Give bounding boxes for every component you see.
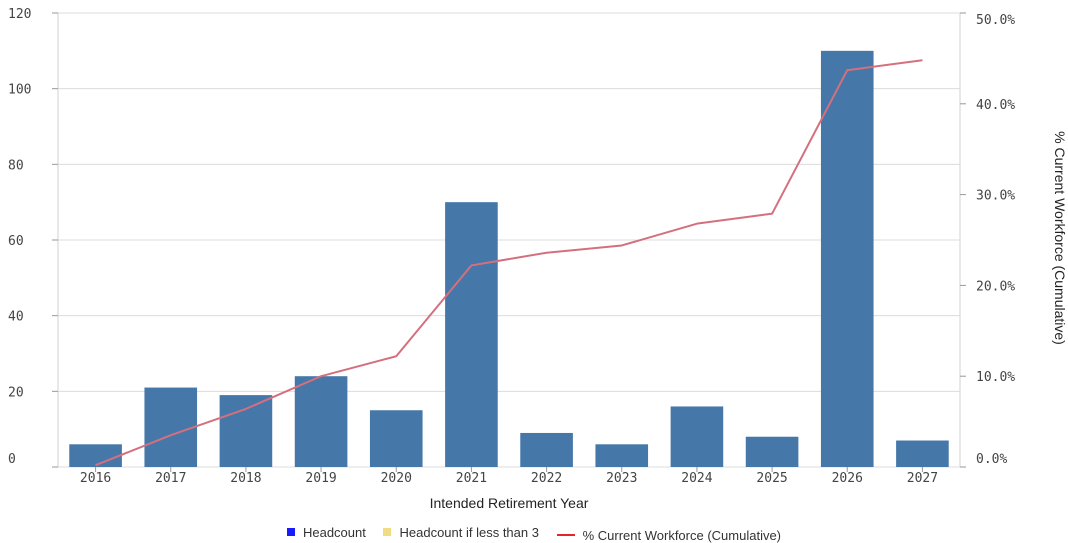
- legend-swatch-cumulative: [556, 534, 575, 536]
- bar-headcount: [445, 202, 498, 467]
- y-tick-label: 100: [8, 83, 31, 98]
- bar-headcount: [294, 376, 348, 467]
- y2-axis-title: % Current Workforce (Cumulative): [1052, 131, 1068, 345]
- y-tick-label: 0: [8, 452, 16, 467]
- legend-swatch-headcount-less-than-3: [383, 528, 392, 536]
- legend: Headcount Headcount if less than 3 % Cur…: [0, 524, 1068, 543]
- axes: 0 20 40 60 80 100 120 0.0% 10.0% 20.0% 30.0% 40.0% 5…: [8, 7, 1015, 486]
- y2-tick-label: 20.0%: [976, 279, 1015, 294]
- x-tick-label: 2017: [155, 471, 186, 486]
- x-tick-label: 2020: [381, 471, 412, 486]
- x-tick-label: 2018: [230, 471, 261, 486]
- x-tick-label: 2026: [832, 471, 863, 486]
- line-cumulative: [95, 59, 923, 467]
- bar-headcount: [896, 440, 949, 467]
- y-tick-label: 20: [8, 385, 24, 400]
- x-axis-title: Intended Retirement Year: [430, 495, 589, 511]
- y2-tick-label: 40.0%: [976, 98, 1015, 113]
- y-tick-label: 120: [8, 7, 31, 22]
- x-tick-label: 2019: [305, 471, 336, 486]
- y-tick-label: 60: [8, 234, 24, 249]
- y2-tick-label: 50.0%: [976, 13, 1015, 28]
- bar-headcount: [219, 395, 273, 467]
- legend-item-headcount-less-than-3[interactable]: Headcount if less than 3: [383, 524, 539, 540]
- legend-label: Headcount if less than 3: [399, 524, 539, 540]
- legend-label: Headcount: [302, 524, 366, 540]
- bar-headcount: [69, 444, 122, 467]
- legend-item-headcount[interactable]: Headcount: [286, 524, 366, 540]
- bar-headcount: [144, 387, 198, 467]
- x-tick-label: 2016: [80, 471, 111, 486]
- bar-headcount: [595, 444, 649, 467]
- y2-tick-label: 0.0%: [976, 452, 1007, 467]
- bar-headcount: [670, 406, 724, 467]
- x-tick-label: 2027: [907, 471, 938, 486]
- gridlines: [57, 12, 961, 468]
- legend-item-cumulative[interactable]: % Current Workforce (Cumulative): [556, 527, 782, 543]
- y2-tick-label: 30.0%: [976, 189, 1015, 204]
- y2-tick-label: 10.0%: [976, 370, 1015, 385]
- legend-swatch-headcount: [286, 528, 295, 536]
- y-tick-label: 80: [8, 158, 24, 173]
- legend-label: % Current Workforce (Cumulative): [582, 527, 782, 543]
- x-tick-label: 2023: [606, 471, 637, 486]
- bar-headcount: [520, 432, 573, 467]
- x-tick-label: 2025: [756, 471, 787, 486]
- bars-headcount: [69, 50, 949, 467]
- x-tick-label: 2022: [531, 471, 562, 486]
- bar-headcount: [820, 50, 874, 467]
- line-cumulative-path: [95, 59, 923, 467]
- x-tick-label: 2021: [456, 471, 487, 486]
- x-tick-label: 2024: [681, 471, 712, 486]
- bar-headcount: [745, 436, 799, 467]
- bar-headcount: [369, 410, 423, 467]
- y-tick-label: 40: [8, 310, 24, 325]
